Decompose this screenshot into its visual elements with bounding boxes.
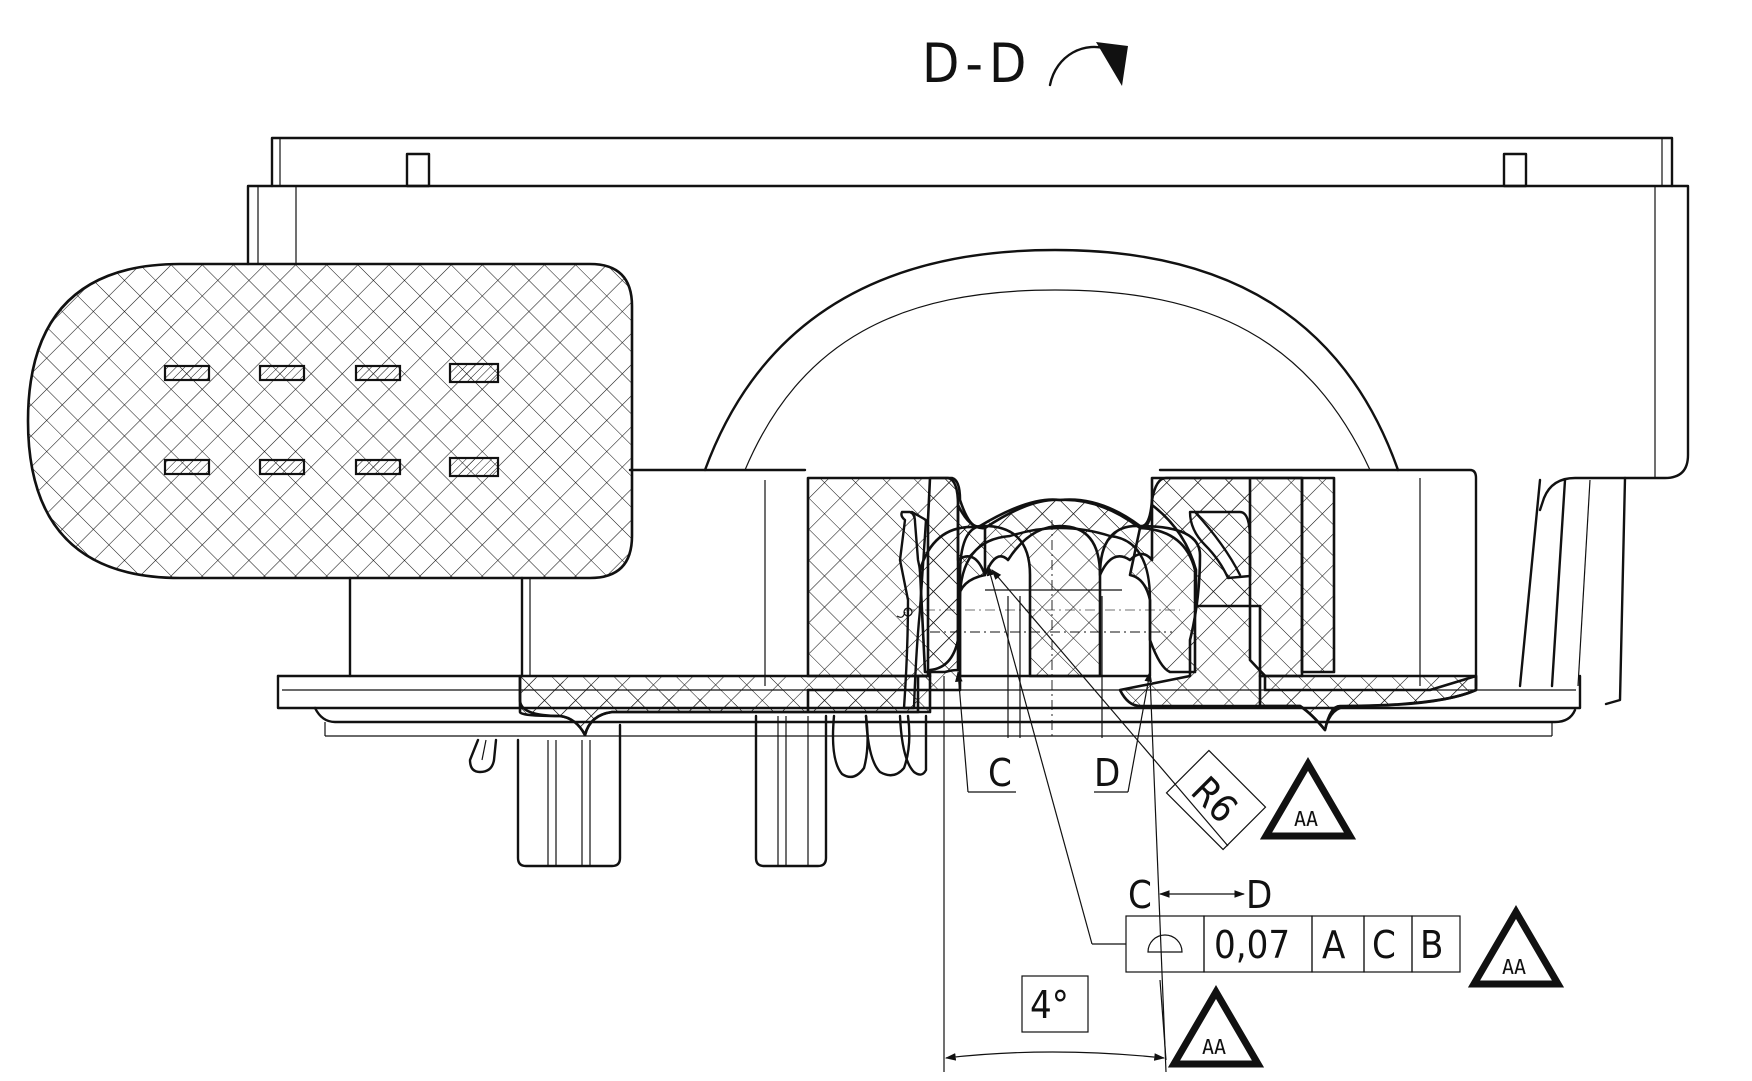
extension-line-right	[1149, 675, 1167, 1073]
angle-label: 4°	[1030, 983, 1069, 1027]
spring-clip-left	[468, 738, 498, 774]
locating-pin-right	[1502, 152, 1528, 188]
pin-left	[516, 723, 622, 868]
rotation-arrow-icon	[1048, 45, 1112, 87]
fcf-datum-b: B	[1420, 923, 1443, 967]
feature-control-frame: C D 0,07 A C B AA	[986, 564, 1565, 988]
cavity-details	[905, 510, 1252, 740]
angle-dimension-line	[944, 1051, 1166, 1061]
angle-dimension: 4° AA	[943, 675, 1265, 1073]
fcf-datum-cell	[1411, 915, 1461, 973]
section-arch	[956, 498, 1154, 577]
dome-inner	[744, 289, 1371, 471]
section-base-left	[518, 674, 932, 737]
aa-triangle-icon: AA	[1467, 905, 1565, 988]
connector	[26, 262, 634, 580]
contact-slot	[258, 458, 306, 476]
fcf-tolerance: 0,07	[1214, 923, 1290, 967]
section-label: D-D	[922, 32, 1032, 95]
contact-slot	[258, 364, 306, 382]
contact-slot	[163, 458, 211, 476]
profile-of-surface-icon	[1147, 934, 1183, 953]
dome-outer	[703, 248, 1400, 472]
cavity-arc-inner	[958, 526, 1152, 678]
radius-box	[1165, 749, 1267, 851]
between-to-label: D	[1246, 873, 1272, 917]
svg-text:AA: AA	[1502, 955, 1526, 979]
rotation-arrowhead-icon	[1096, 42, 1128, 86]
section-cut	[518, 476, 1478, 737]
edge-label-d: D	[1094, 751, 1120, 795]
contact-slot	[448, 456, 500, 478]
aa-triangle-icon: AA	[1259, 757, 1357, 840]
edge-label-c: C	[988, 751, 1012, 795]
housing	[246, 136, 1690, 737]
svg-text:AA: AA	[1294, 807, 1318, 831]
housing-top-rim	[270, 136, 1674, 188]
contact-slot	[163, 364, 211, 382]
pins	[468, 714, 928, 868]
contact-slot	[354, 364, 402, 382]
contact-slot	[448, 362, 500, 384]
between-from-label: C	[1128, 873, 1152, 917]
snap-hook	[896, 510, 928, 710]
contact-slot	[354, 458, 402, 476]
fcf-datum-a: A	[1322, 923, 1346, 967]
fcf-symbol-cell	[1125, 915, 1205, 973]
section-left-post	[918, 525, 987, 674]
pin-middle	[754, 714, 828, 868]
aa-triangle-icon: AA	[1167, 985, 1265, 1068]
section-base-right	[1258, 674, 1478, 732]
fcf-datum-c: C	[1372, 923, 1396, 967]
housing-body	[246, 184, 1690, 512]
section-right-post	[1128, 526, 1197, 674]
locating-pin-left	[405, 152, 431, 188]
angle-box	[1021, 975, 1089, 1033]
connector-body	[26, 262, 634, 580]
edge-callouts: C D	[955, 670, 1152, 795]
svg-text:AA: AA	[1202, 1035, 1226, 1059]
spring-clip-middle	[831, 714, 869, 779]
section-title: D-D	[922, 32, 1128, 95]
